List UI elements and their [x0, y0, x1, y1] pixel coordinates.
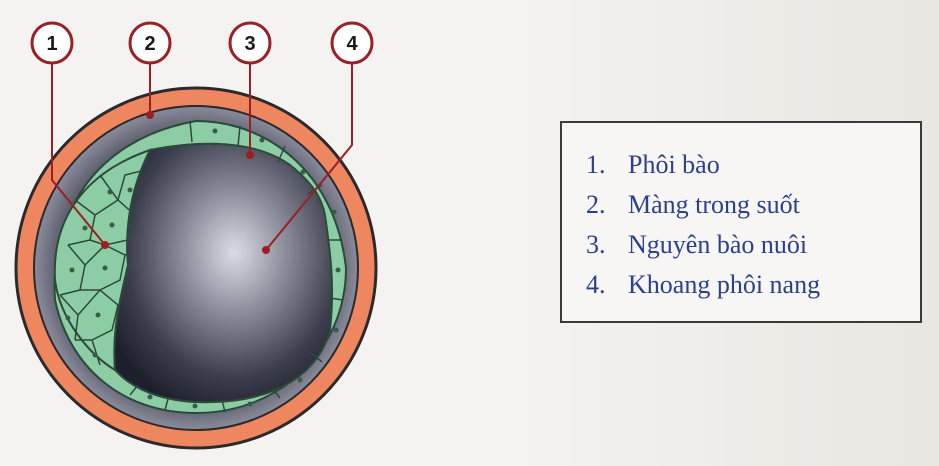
legend-item-3-label: Nguyên bào nuôi: [628, 230, 808, 259]
legend-item-2: 2. Màng trong suốt: [586, 185, 920, 225]
callout-leaders: [51, 63, 353, 254]
callout-3-label: 3: [244, 33, 255, 55]
callout-4: 4: [330, 21, 374, 65]
callout-2-label: 2: [144, 33, 155, 55]
legend-item-3: 3. Nguyên bào nuôi: [586, 225, 920, 265]
leader-4: [265, 63, 353, 251]
legend-item-3-number: 3.: [586, 230, 606, 259]
legend-item-2-label: Màng trong suốt: [628, 190, 800, 219]
callout-1: 1: [30, 21, 74, 65]
legend-list: 1. Phôi bào 2. Màng trong suốt 3. Nguyên bà…: [562, 123, 920, 305]
trophoblast-cells: [129, 120, 344, 413]
legend-item-4-number: 4.: [586, 270, 606, 299]
legend-item-1-number: 1.: [586, 150, 606, 179]
legend-item-2-number: 2.: [586, 190, 606, 219]
legend-item-4-label: Khoang phôi nang: [628, 270, 821, 299]
inner-cell-mass-nuclei: [65, 187, 133, 358]
callout-1-label: 1: [46, 33, 57, 55]
callout-4-label: 4: [346, 33, 358, 55]
callout-3: 3: [228, 21, 272, 65]
trophoblast-nuclei: [147, 128, 341, 409]
callout-2: 2: [128, 21, 172, 65]
leader-1: [51, 63, 106, 246]
legend-item-4: 4. Khoang phôi nang: [586, 265, 920, 305]
blastocoel-cavity: [113, 142, 334, 404]
legend-box: 1. Phôi bào 2. Màng trong suốt 3. Nguyên bà…: [560, 121, 922, 323]
blastocyst-diagram: 1 2 3 4: [14, 21, 378, 450]
legend-item-1: 1. Phôi bào: [586, 145, 920, 185]
legend-item-1-label: Phôi bào: [628, 150, 720, 179]
